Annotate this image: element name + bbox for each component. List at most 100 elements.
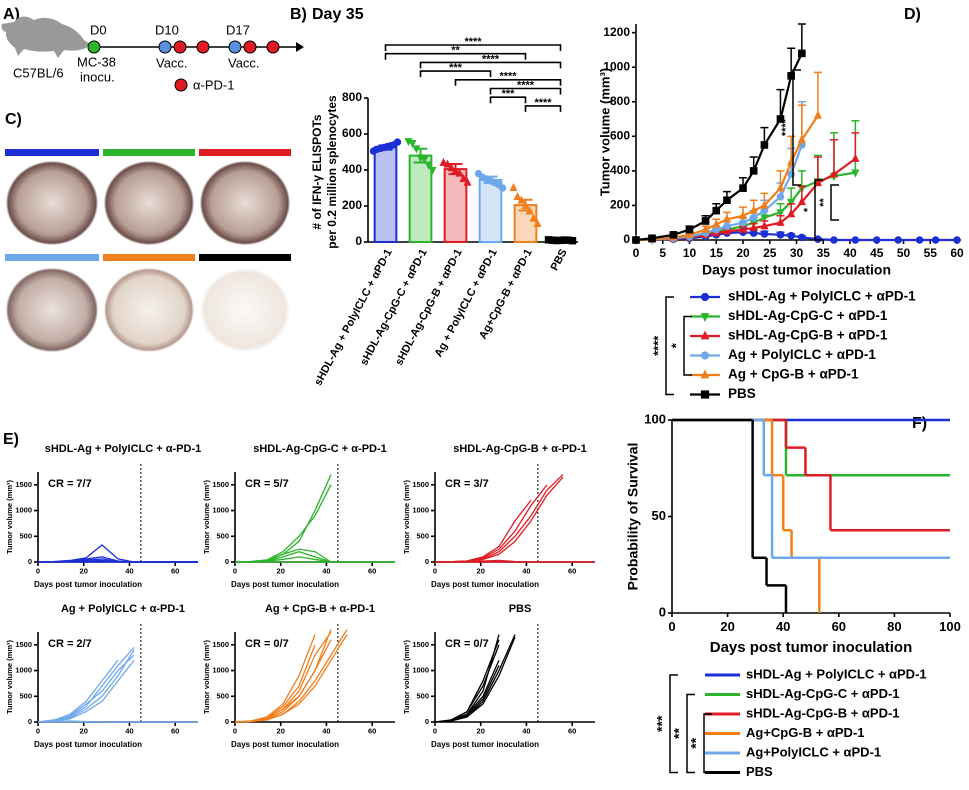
legend-marker [701,352,708,359]
antibody-dot [244,41,256,53]
legend-dot [175,79,187,91]
significance-label: **** [780,118,792,136]
x-tick-label: 20 [80,727,88,736]
x-tick-label: 0 [433,727,437,736]
x-tick-label: 40 [125,567,133,576]
x-tick-label: Ag + PolyICLC + αPD-1 [433,247,500,359]
timeline-arrow [296,42,304,52]
tumor-curve [235,485,331,562]
y-axis-label: Tumor volume (mm³) [402,639,411,714]
x-tick-label: 60 [171,727,179,736]
x-tick-label: 20 [80,567,88,576]
y-tick-label: 500 [216,531,229,540]
x-tick-label: 40 [776,619,790,634]
x-tick-label: 0 [668,619,675,634]
data-point [569,238,575,244]
data-point [713,207,720,214]
y-tick-label: 0 [28,557,32,566]
y-tick-label: 50 [652,508,666,523]
chart-title: sHDL-Ag + PolyICLC + α-PD-1 [45,443,202,455]
elispot-well [200,161,290,245]
y-tick-label: 0 [225,557,229,566]
data-point [895,237,902,244]
y-tick-label: 500 [19,691,32,700]
y-tick-label: 0 [425,557,429,566]
significance-label: *** [502,88,516,100]
cr-label: CR = 3/7 [445,478,489,490]
data-point [799,50,806,57]
group-bar [199,149,291,156]
legend-label: sHDL-Ag-CpG-C + αPD-1 [728,308,888,323]
x-axis-label: Days post tumor inoculation [231,740,339,749]
significance-bracket [815,180,823,240]
data-point [799,234,806,241]
x-tick-label: 60 [950,246,964,260]
significance-label: **** [464,36,482,48]
panel-a: A) C57BL/6 D0 MC-38 inocu. D10 Vacc. D17… [2,6,305,92]
x-tick-label: 40 [522,567,530,576]
x-axis-label: Days post tumor inoculation [34,740,142,749]
y-axis-label: Tumor volume (mm³) [202,479,211,554]
antibody-dot [267,41,279,53]
vaccine-dot [159,41,171,53]
group-bar [103,149,195,156]
legend-label: Ag+PolyICLC + αPD-1 [746,744,881,759]
y-tick-label: 500 [416,531,429,540]
y-axis-label: per 0.2 million splenocytes [325,95,339,249]
x-tick-label: 60 [368,567,376,576]
legend-label: sHDL-Ag-CpG-B + αPD-1 [728,328,888,343]
significance-label: *** [654,715,670,732]
y-tick-label: 1500 [412,480,429,489]
day-label: D0 [90,22,107,37]
day-label: D10 [155,22,179,37]
x-axis-label: Days post tumor inoculation [431,740,539,749]
significance-label: **** [650,335,665,356]
y-axis-label: Probability of Survival [625,443,641,591]
panel-label: B) [290,6,307,23]
panel-label: F) [912,415,927,432]
x-axis-label: Days post tumor inoculation [34,580,142,589]
significance-label: * [668,342,683,348]
group-bar [5,254,99,261]
legend-label: Ag + CpG-B + αPD-1 [728,367,859,382]
significance-label: ** [818,198,830,207]
x-tick-label: 0 [36,567,40,576]
y-tick-label: 1000 [15,666,32,675]
significance-bracket [684,317,692,376]
data-point [649,235,656,242]
significance-label: **** [534,97,552,109]
data-point [761,142,768,149]
cr-label: CR = 0/7 [445,638,489,650]
x-tick-label: 0 [633,246,640,260]
x-tick-label: 60 [832,619,846,634]
panel-label: E) [3,431,19,448]
significance-label: **** [482,53,500,65]
antibody-dot [174,41,186,53]
legend-label: sHDL-Ag + PolyICLC + αPD-1 [746,666,927,681]
cr-label: CR = 5/7 [245,478,289,490]
data-point [724,223,731,230]
bar [480,180,502,242]
x-tick-label: 25 [763,246,777,260]
significance-label: **** [517,79,535,91]
x-tick-label: 80 [887,619,901,634]
x-tick-label: 60 [171,567,179,576]
significance-label: ** [688,737,704,748]
data-point [633,237,640,244]
legend-label: sHDL-Ag + PolyICLC + αPD-1 [728,289,916,304]
tumor-curve [435,500,531,562]
x-tick-label: 20 [477,727,485,736]
data-point [686,226,693,233]
x-tick-label: 40 [322,567,330,576]
x-tick-label: 60 [368,727,376,736]
error-bar [830,140,838,175]
tumor-curve [38,647,134,722]
data-point [852,237,859,244]
event-label: inocu. [80,69,115,84]
x-tick-label: 20 [736,246,750,260]
x-tick-label: sHDL-Ag-CpG-B + αPD-1 [393,247,465,367]
inoculation-dot [88,41,100,53]
y-tick-label: 100 [644,411,666,426]
cr-label: CR = 2/7 [48,638,92,650]
data-point [916,237,923,244]
